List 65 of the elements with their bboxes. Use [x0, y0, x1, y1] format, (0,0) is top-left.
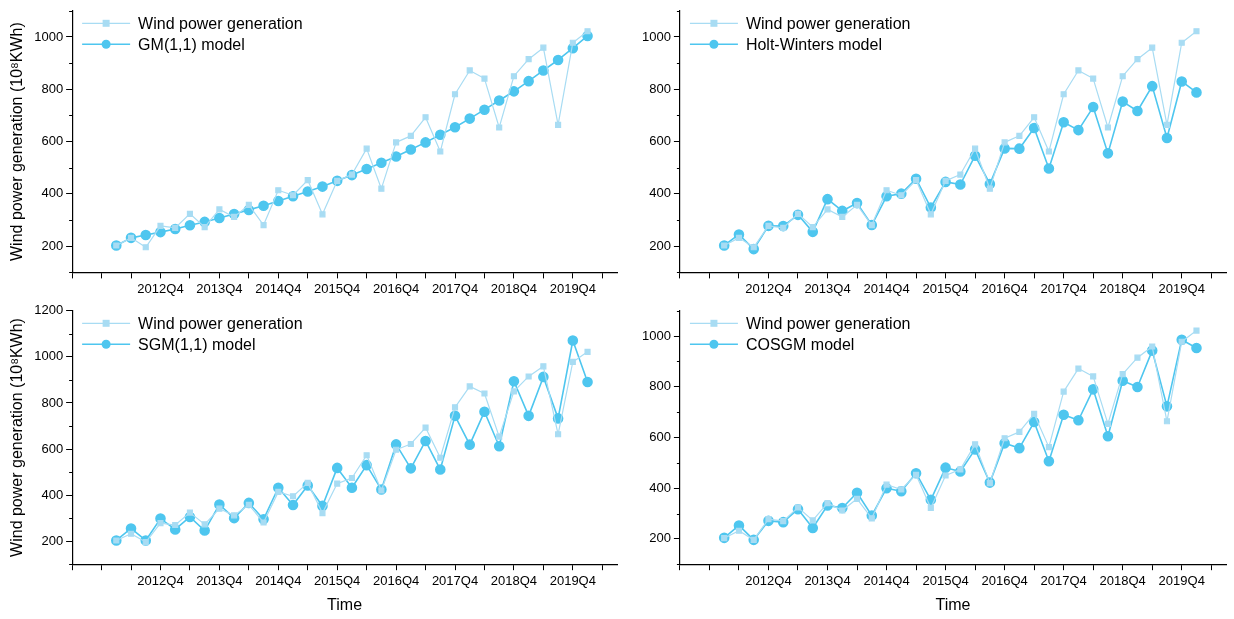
x-tick-label: 2018Q4: [1099, 572, 1146, 588]
x-tick-label: 2014Q4: [863, 572, 910, 588]
legend-label: Wind power generation: [745, 14, 911, 32]
x-tick-label: 2017Q4: [431, 280, 479, 296]
y-tick-label: 800: [649, 378, 671, 394]
legend-label: GM(1,1) model: [138, 35, 245, 53]
y-tick-label: 600: [649, 133, 671, 149]
y-tick-label: 1000: [34, 348, 64, 364]
x-tick-label: 2013Q4: [196, 280, 243, 296]
x-axis-title: Time: [935, 595, 971, 613]
x-tick-label: 2017Q4: [1040, 280, 1087, 296]
y-tick-label: 800: [41, 80, 64, 96]
x-tick-label: 2019Q4: [1158, 572, 1205, 588]
x-axis-title: Time: [327, 595, 363, 613]
x-tick-label: 2015Q4: [314, 572, 361, 588]
legend-label: Wind power generation: [138, 14, 303, 32]
legend-label: SGM(1,1) model: [138, 335, 256, 353]
x-tick-label: 2019Q4: [549, 572, 596, 588]
x-tick-label: 2012Q4: [137, 572, 184, 588]
x-tick-label: 2015Q4: [314, 280, 361, 296]
x-tick-label: 2014Q4: [255, 572, 302, 588]
y-tick-label: 600: [649, 429, 671, 445]
legend-label: COSGM model: [745, 335, 855, 353]
y-tick-label: 800: [41, 394, 64, 410]
y-tick-label: 800: [649, 80, 671, 96]
x-tick-label: 2016Q4: [981, 280, 1028, 296]
x-tick-label: 2013Q4: [196, 572, 243, 588]
x-tick-label: 2016Q4: [372, 572, 420, 588]
x-tick-label: 2015Q4: [922, 572, 969, 588]
x-tick-label: 2017Q4: [431, 572, 479, 588]
x-tick-label: 2012Q4: [745, 572, 792, 588]
x-tick-label: 2015Q4: [922, 280, 969, 296]
legend-label: Holt-Winters model: [745, 35, 882, 53]
y-tick-label: 200: [41, 237, 64, 253]
y-tick-label: 1000: [642, 28, 671, 44]
x-tick-label: 2018Q4: [490, 280, 538, 296]
y-tick-label: 200: [649, 237, 671, 253]
y-tick-label: 200: [41, 532, 64, 548]
x-tick-label: 2012Q4: [745, 280, 792, 296]
x-tick-label: 2016Q4: [981, 572, 1028, 588]
x-tick-label: 2018Q4: [1099, 280, 1146, 296]
legend-label: Wind power generation: [745, 314, 911, 332]
x-tick-label: 2012Q4: [137, 280, 184, 296]
y-tick-label: 400: [649, 185, 671, 201]
y-tick-label: 200: [649, 530, 671, 546]
y-axis-title: Wind power generation (10⁸KWh): [8, 22, 26, 262]
x-tick-label: 2014Q4: [863, 280, 910, 296]
y-tick-label: 600: [41, 133, 64, 149]
x-tick-label: 2019Q4: [1158, 280, 1205, 296]
legend-label: Wind power generation: [138, 314, 303, 332]
y-axis-title: Wind power generation (10⁸KWh): [8, 318, 26, 557]
y-tick-label: 600: [41, 440, 64, 456]
y-tick-label: 400: [41, 486, 64, 502]
y-tick-label: 1200: [34, 302, 64, 318]
y-tick-label: 400: [41, 185, 64, 201]
y-tick-label: 400: [649, 479, 671, 495]
y-tick-label: 1000: [34, 28, 64, 44]
x-tick-label: 2014Q4: [255, 280, 302, 296]
x-tick-label: 2016Q4: [372, 280, 420, 296]
x-tick-label: 2019Q4: [549, 280, 596, 296]
x-tick-label: 2013Q4: [804, 280, 851, 296]
x-tick-label: 2018Q4: [490, 572, 538, 588]
x-tick-label: 2017Q4: [1040, 572, 1087, 588]
x-tick-label: 2013Q4: [804, 572, 851, 588]
y-tick-label: 1000: [642, 327, 671, 343]
